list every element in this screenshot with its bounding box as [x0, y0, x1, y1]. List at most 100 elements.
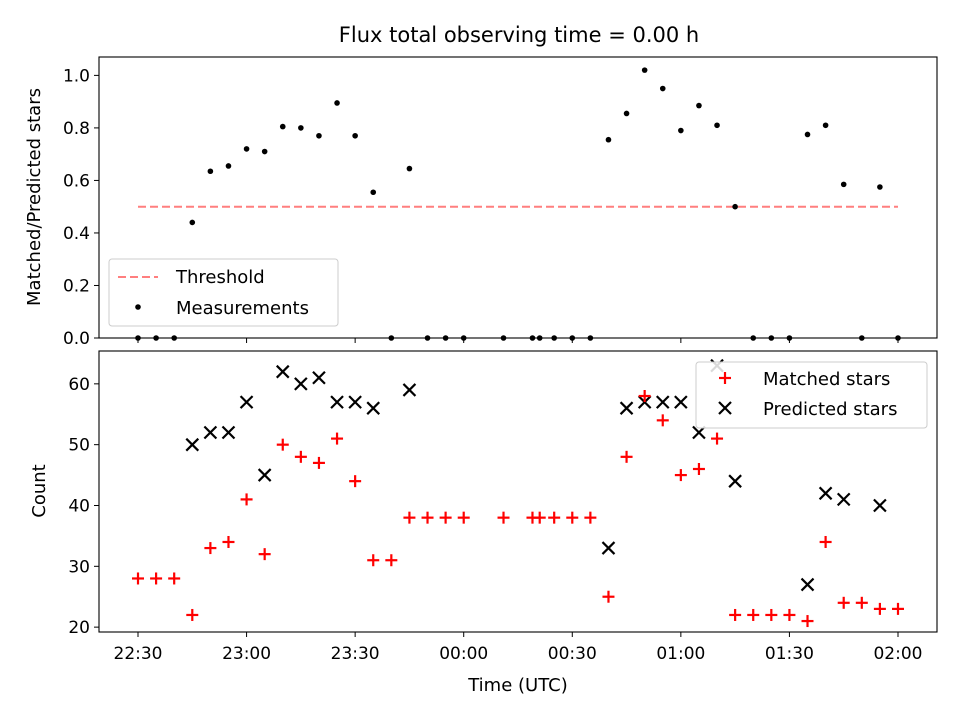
bottom-legend: Matched stars Predicted stars: [695, 361, 928, 429]
predicted-star-point: [619, 401, 634, 415]
matched-star-point: [656, 414, 669, 427]
predicted-star-point: [637, 395, 652, 409]
matched-star-point: [692, 462, 705, 475]
matched-star-point: [150, 572, 163, 585]
bottom-x-tick-label: 02:00: [873, 644, 922, 664]
matched-star-point: [711, 432, 724, 445]
predicted-star-point: [239, 395, 254, 409]
top-y-ticks: 0.0 0.2 0.4 0.6 0.8 1.0: [63, 66, 99, 349]
measurement-point: [279, 123, 286, 130]
matched-star-point: [497, 511, 510, 524]
top-y-tick-label: 0.0: [63, 329, 90, 349]
top-panel: 0.0 0.2 0.4 0.6 0.8 1.0 Matched/Predicted sta…: [24, 56, 938, 349]
matched-star-point: [566, 511, 579, 524]
bottom-panel: 20 30 40 50 60 22:30 23:00 23:30 00:00 00:30 01:0…: [29, 350, 938, 696]
measurement-point: [189, 219, 196, 226]
legend-measurements-swatch: [135, 304, 141, 310]
predicted-star-point: [257, 468, 272, 482]
predicted-star-point: [402, 383, 417, 397]
matched-star-point: [620, 450, 633, 463]
measurement-point: [641, 67, 648, 73]
matched-star-point: [222, 535, 235, 548]
matched-star-point: [421, 511, 434, 524]
legend-predicted-label: Predicted stars: [763, 399, 897, 420]
bottom-y-tick-label: 40: [68, 496, 90, 516]
matched-star-point: [584, 511, 597, 524]
top-legend: Threshold Measurements: [108, 258, 339, 327]
predicted-star-point: [674, 395, 688, 409]
matched-star-point: [240, 493, 253, 506]
measurement-point: [406, 165, 413, 172]
predicted-star-point: [312, 370, 326, 385]
predicted-star-point: [221, 425, 236, 440]
measurement-point: [225, 163, 232, 169]
measurement-point: [352, 132, 358, 139]
matched-star-point: [457, 511, 470, 524]
matched-star-point: [674, 469, 687, 482]
predicted-star-point: [601, 541, 616, 555]
bottom-axes-frame: [98, 350, 938, 633]
legend-matched-swatch: [719, 372, 731, 384]
measurement-point: [659, 85, 666, 92]
matched-star-point: [533, 511, 546, 524]
top-y-tick-label: 0.8: [63, 119, 90, 139]
measurement-point: [243, 146, 250, 152]
measurement-point: [804, 131, 811, 138]
bottom-x-tick-label: 01:30: [765, 644, 814, 664]
matched-star-point: [891, 602, 904, 615]
predicted-star-point: [348, 395, 362, 409]
bottom-y-tick-label: 30: [68, 557, 90, 577]
predicted-star-point: [366, 401, 381, 415]
predicted-star-point: [203, 425, 218, 440]
matched-star-point: [548, 511, 561, 524]
legend-measurements-label: Measurements: [176, 298, 309, 319]
bottom-x-tick-label: 23:30: [331, 644, 380, 664]
matched-star-point: [837, 596, 850, 609]
matched-star-point: [747, 608, 760, 621]
bottom-y-tick-label: 60: [68, 375, 90, 395]
top-measurement-marks: [135, 67, 901, 341]
predicted-star-point: [275, 364, 290, 379]
bottom-y-tick-label: 50: [68, 436, 90, 456]
top-axes-frame: [98, 56, 938, 339]
matched-star-point: [873, 602, 886, 615]
measurement-point: [623, 110, 630, 117]
matched-star-point: [204, 542, 217, 555]
measurement-point: [298, 125, 304, 131]
matched-star-point: [312, 456, 325, 469]
predicted-star-point: [800, 577, 815, 592]
measurement-point: [732, 203, 738, 210]
measurement-point: [261, 148, 268, 155]
top-legend-box: [108, 258, 339, 327]
predicted-star-point: [873, 498, 887, 513]
matched-star-point: [186, 608, 199, 621]
top-y-tick-label: 0.2: [63, 276, 90, 296]
predicted-star-point: [818, 486, 833, 501]
bottom-y-ticks: 20 30 40 50 60: [68, 375, 99, 638]
matched-star-point: [331, 432, 344, 445]
matched-star-point: [765, 608, 778, 621]
bottom-legend-box: [695, 361, 928, 429]
measurement-point: [822, 122, 829, 129]
measurement-point: [678, 127, 684, 134]
matched-star-point: [168, 572, 181, 585]
legend-predicted-swatch: [718, 401, 732, 415]
matched-star-point: [403, 511, 416, 524]
matched-star-point: [258, 548, 271, 561]
legend-threshold-label: Threshold: [175, 267, 265, 288]
bottom-x-ticks: 22:30 23:00 23:30 00:00 00:30 01:00 01:30 02:00: [114, 632, 922, 664]
measurement-point: [840, 181, 847, 188]
predicted-star-point: [728, 474, 742, 488]
top-y-tick-label: 0.6: [63, 171, 90, 191]
matched-star-point: [602, 590, 615, 603]
bottom-x-tick-label: 00:00: [439, 644, 488, 664]
measurement-point: [877, 184, 883, 190]
matched-star-point: [276, 438, 289, 451]
matched-star-point: [638, 390, 651, 403]
top-y-tick-label: 1.0: [63, 66, 90, 86]
bottom-x-tick-label: 22:30: [114, 644, 163, 664]
bottom-x-tick-label: 00:30: [548, 644, 597, 664]
measurement-point: [316, 132, 322, 139]
top-y-axis-label: Matched/Predicted stars: [24, 88, 45, 306]
